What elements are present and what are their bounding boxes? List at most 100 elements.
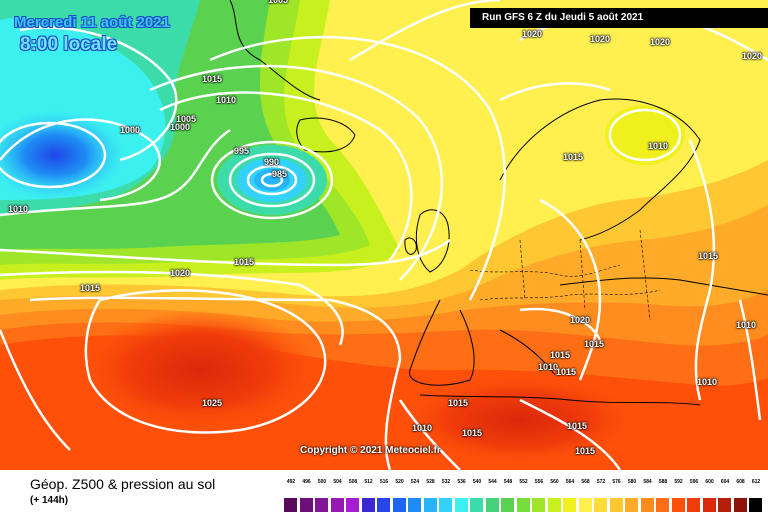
scale-swatch — [656, 498, 669, 512]
high-azores — [80, 310, 320, 430]
borders — [469, 229, 661, 321]
isobar-label: 1010 — [8, 204, 29, 214]
isobar-label: 985 — [272, 169, 288, 179]
scale-tick-label: 560 — [550, 479, 559, 485]
scale-tick-label: 564 — [565, 479, 575, 485]
scale-swatch — [640, 498, 654, 512]
legend-subtitle: (+ 144h) — [30, 495, 69, 506]
isobar-990 — [228, 152, 316, 208]
isobar-1010-sw — [398, 399, 461, 470]
isobar-label: 1020 — [742, 51, 763, 61]
isobar-1005-gl — [19, 26, 178, 162]
scale-tick-label: 552 — [519, 479, 528, 485]
isobar-980 — [260, 172, 284, 188]
scale-tick-label: 544 — [488, 479, 497, 485]
scale-swatch — [501, 498, 514, 512]
scale-tick-label: 592 — [674, 479, 683, 485]
isobar-label: 1010 — [648, 141, 669, 151]
border-line-1 — [469, 264, 621, 277]
coast-iberia — [409, 299, 475, 386]
scale-tick-label: 596 — [689, 479, 699, 485]
border-line-2 — [479, 289, 661, 301]
isobar-label: 1015 — [234, 257, 255, 267]
scale-tick-label: 584 — [643, 479, 652, 485]
isobar-low-gl — [0, 121, 107, 189]
coast-greenland-east — [229, 0, 321, 101]
isobar-label: 1010 — [538, 362, 559, 372]
scale-swatch — [470, 498, 483, 512]
scale-swatch — [578, 498, 592, 512]
isobar-1000-gl — [0, 118, 162, 202]
run-info: Run GFS 6 Z du Jeudi 5 août 2021 — [470, 8, 768, 28]
legend-title: Géop. Z500 & pression au sol — [30, 476, 216, 492]
isobar-1020-central — [519, 307, 602, 341]
forecast-date: Mercredi 11 août 2021 — [14, 14, 170, 31]
scale-swatch — [485, 498, 499, 512]
scale-tick-label: 524 — [410, 479, 420, 485]
isobar-1010-west — [0, 128, 231, 217]
isobar-label: 990 — [264, 157, 280, 167]
scale-tick-label: 500 — [317, 479, 327, 485]
isobar-1000-ice — [159, 91, 413, 261]
coast-scandinavia — [499, 98, 701, 241]
scale-tick-label: 536 — [457, 479, 466, 485]
isobar-label: 1015 — [575, 446, 596, 456]
scale-swatch — [609, 498, 623, 512]
coast-ireland — [404, 237, 417, 255]
scale-tick-label: 516 — [379, 479, 389, 485]
scale-swatch — [392, 498, 406, 512]
isobar-label: 1015 — [556, 367, 577, 377]
scale-swatch — [547, 498, 561, 512]
scale-swatch — [671, 498, 685, 512]
scale-swatch — [423, 498, 437, 512]
scale-tick-label: 508 — [348, 479, 358, 485]
isobar-label: 1020 — [650, 37, 671, 47]
scale-swatch — [718, 498, 731, 512]
scale-tick-label: 492 — [286, 479, 296, 485]
isobar-1015-east — [688, 139, 716, 401]
scale-tick-label: 512 — [364, 479, 373, 485]
scale-swatch — [377, 498, 390, 512]
isobar-label: 1010 — [216, 95, 237, 105]
isobar-1015-sahara — [519, 398, 622, 470]
scale-swatch — [299, 498, 313, 512]
isobar-1020-outer — [29, 296, 402, 470]
isobar-label: 1015 — [567, 421, 588, 431]
scale-tick-label: 504 — [333, 479, 342, 485]
scale-tick-label: 572 — [596, 479, 606, 485]
low-iceland-core — [254, 169, 290, 191]
border-line-5 — [639, 229, 651, 321]
scale-swatch — [439, 498, 452, 512]
forecast-time: 8:00 locale — [20, 34, 118, 55]
coast-italy — [499, 329, 556, 376]
isobar-label: 1015 — [202, 74, 223, 84]
isobar-1025-azores — [84, 289, 327, 434]
scale-tick-label: 556 — [534, 479, 544, 485]
scale-tick-label: 528 — [426, 479, 435, 485]
isobar-label: 1020 — [590, 34, 611, 44]
coast-iceland — [296, 117, 356, 153]
isobar-1015-sw — [0, 329, 71, 451]
scale-swatch — [687, 498, 700, 512]
isobar-label: 1015 — [448, 398, 469, 408]
isobar-label: 1015 — [584, 339, 605, 349]
scale-tick-label: 612 — [751, 479, 761, 485]
scale-tick-label: 576 — [612, 479, 621, 485]
isobar-label: 1000 — [170, 122, 191, 132]
copyright-text: Copyright © 2021 Meteociel.fr — [300, 445, 441, 456]
isobar-label: 1015 — [462, 428, 483, 438]
isobar-995 — [210, 140, 334, 220]
scale-tick-label: 520 — [395, 479, 404, 485]
isobar-1010-scand — [608, 108, 682, 162]
isobar-label: 1020 — [570, 315, 591, 325]
isobar-label: 1005 — [268, 0, 289, 5]
isobar-1015-atl — [0, 238, 451, 267]
isobar-1015-n — [349, 0, 501, 62]
isobar-label: 1010 — [412, 423, 433, 433]
scale-tick-label: 600 — [705, 479, 714, 485]
isobar-1015-central — [539, 198, 602, 381]
scale-swatch — [702, 498, 716, 512]
legend-bar: Géop. Z500 & pression au sol (+ 144h) 49… — [0, 470, 768, 512]
isobar-label: 1015 — [698, 251, 719, 261]
